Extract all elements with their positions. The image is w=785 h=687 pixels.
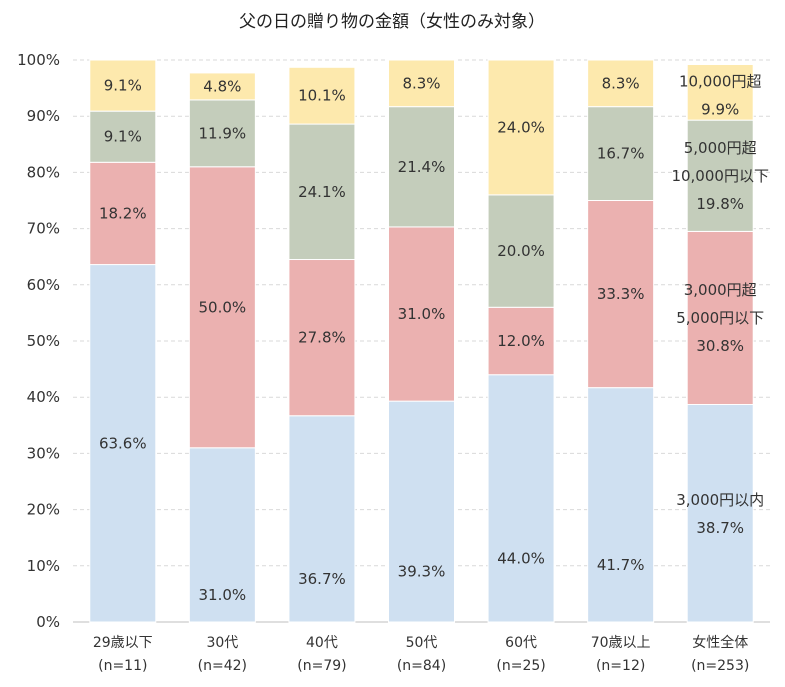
chart-title: 父の日の贈り物の金額（女性のみ対象）: [239, 12, 545, 32]
y-tick-label: 30%: [27, 444, 60, 462]
x-axis-labels: 29歳以下 (n=11) 30代 (n=42) 40代 (n=79) 50代 (n=84) 60…: [93, 634, 749, 674]
series-name-label: 3,000円以内: [676, 491, 764, 509]
series-name-label: 3,000円超: [684, 281, 757, 299]
bar-segment: [188, 166, 256, 449]
bar-segment: [89, 59, 157, 112]
y-axis-ticks: 0% 10% 20% 30% 40% 50% 60% 70% 80% 90% 100%: [17, 51, 60, 631]
x-tick-label: 29歳以下: [93, 635, 153, 651]
y-tick-label: 10%: [27, 557, 60, 575]
bar-segment: [388, 226, 455, 402]
x-tick-label: 女性全体: [692, 634, 748, 651]
bar-segment: [686, 404, 754, 623]
y-tick-label: 50%: [27, 332, 60, 350]
x-tick-label: (n=11): [98, 658, 147, 674]
data-label: 8.3%: [402, 74, 440, 92]
data-label: 50.0%: [199, 298, 247, 316]
bar-segment: [89, 264, 157, 623]
bar-segment: [188, 447, 256, 623]
data-label: 31.0%: [199, 586, 247, 604]
series-name-label: 10,000円超: [679, 72, 762, 90]
bar-segment: [388, 106, 455, 228]
y-tick-label: 40%: [27, 388, 60, 406]
data-label: 20.0%: [497, 242, 545, 260]
bar-segment: [288, 123, 356, 261]
data-label: 21.4%: [398, 158, 446, 176]
y-tick-label: 20%: [27, 501, 60, 519]
x-tick-label: (n=12): [596, 658, 645, 674]
x-tick-label: (n=25): [496, 658, 545, 674]
data-label: 11.9%: [199, 124, 247, 142]
data-label: 9.1%: [104, 128, 142, 146]
series-name-label: 10,000円以下: [671, 167, 769, 185]
x-tick-label: 40代: [306, 635, 338, 651]
data-label: 33.3%: [597, 285, 645, 303]
bar-segment: [89, 161, 157, 266]
x-tick-label: 60代: [505, 635, 537, 651]
bars: [89, 59, 754, 623]
data-label: 36.7%: [298, 570, 346, 588]
series-name-label: 5,000円超: [684, 139, 757, 157]
series-name-label: 5,000円以下: [676, 309, 764, 327]
data-label: 31.0%: [398, 305, 446, 323]
bar-segment: [587, 59, 655, 108]
data-label: 9.1%: [104, 77, 142, 95]
y-tick-label: 0%: [36, 613, 60, 631]
bar-segment: [487, 59, 555, 196]
data-label: 30.8%: [696, 337, 744, 355]
bar-segment: [587, 200, 655, 389]
bar-segment: [686, 230, 754, 406]
data-label: 8.3%: [602, 74, 640, 92]
y-tick-label: 60%: [27, 276, 60, 294]
y-tick-label: 100%: [17, 51, 60, 69]
x-tick-label: (n=79): [297, 658, 346, 674]
bar-segment: [686, 119, 754, 232]
bar-segment: [288, 415, 356, 623]
x-tick-label: (n=42): [198, 658, 247, 674]
data-label: 10.1%: [298, 87, 346, 105]
bar-segment: [686, 63, 754, 121]
bar-segment: [388, 59, 455, 108]
data-label: 24.0%: [497, 118, 545, 136]
data-label: 39.3%: [398, 563, 446, 581]
data-label: 44.0%: [497, 549, 545, 567]
data-label: 41.7%: [597, 556, 645, 574]
y-tick-label: 80%: [27, 163, 60, 181]
bar-segment: [188, 72, 256, 101]
bar-segment: [487, 374, 555, 623]
bar-segment: [487, 194, 555, 308]
data-label: 18.2%: [99, 204, 147, 222]
data-label: 19.8%: [696, 195, 744, 213]
bar-segment: [288, 259, 356, 417]
data-label: 9.9%: [701, 100, 739, 118]
y-tick-label: 70%: [27, 220, 60, 238]
x-tick-label: 50代: [406, 635, 438, 651]
data-label: 63.6%: [99, 434, 147, 452]
bar-segment: [188, 99, 256, 168]
data-label: 24.1%: [298, 183, 346, 201]
bar-segment: [587, 106, 655, 201]
data-label: 38.7%: [696, 519, 744, 537]
data-labels: 63.6% 18.2% 9.1% 9.1% 31.0% 50.0% 11.9% 4.8% 36.…: [99, 72, 769, 603]
bar-segment: [487, 306, 555, 376]
bar-segment: [587, 387, 655, 623]
x-tick-label: (n=84): [397, 658, 446, 674]
y-tick-label: 90%: [27, 107, 60, 125]
bar-segment: [288, 66, 356, 125]
data-label: 12.0%: [497, 332, 545, 350]
data-label: 4.8%: [203, 77, 241, 95]
x-tick-label: (n=253): [691, 658, 749, 674]
bar-segment: [388, 400, 455, 623]
data-label: 16.7%: [597, 145, 645, 163]
data-label: 27.8%: [298, 329, 346, 347]
x-tick-label: 70歳以上: [591, 635, 651, 651]
x-tick-label: 30代: [206, 635, 238, 651]
